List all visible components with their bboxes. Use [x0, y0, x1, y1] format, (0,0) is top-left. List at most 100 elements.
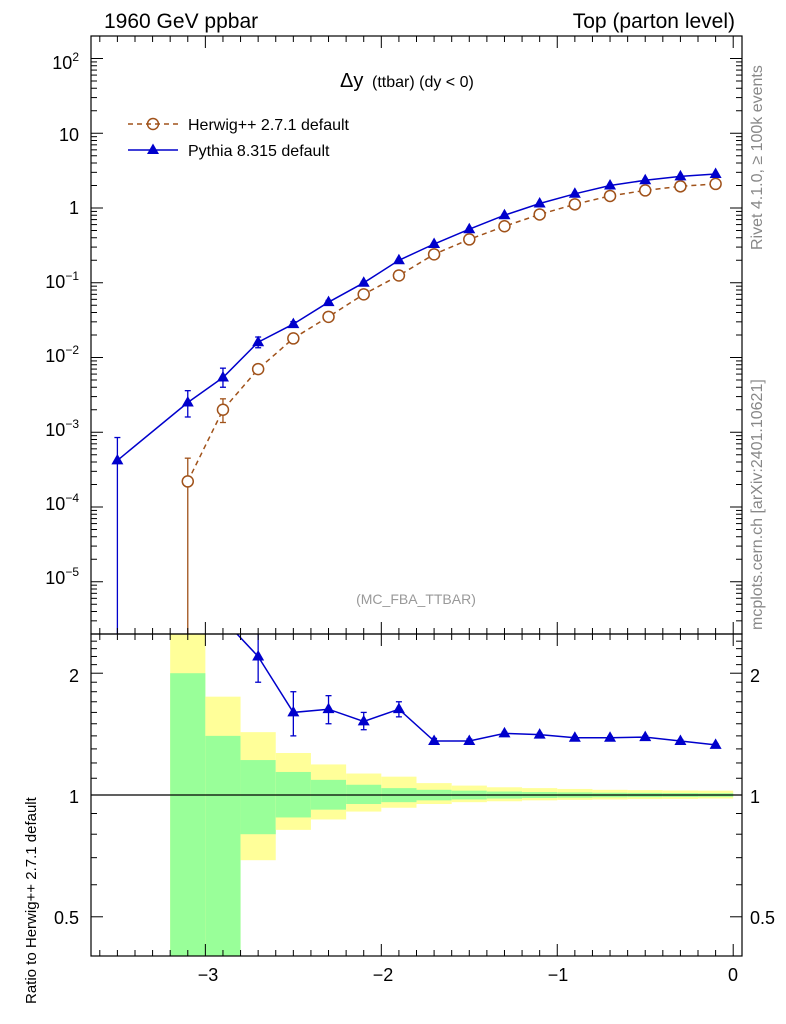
y-tick-base: 10 [45, 346, 65, 366]
ratio-pythia-point [463, 734, 476, 745]
ratio-pythia-point [498, 726, 511, 738]
pythia-point [604, 179, 617, 190]
plot-title-sub: (ttbar) (dy < 0) [372, 74, 474, 91]
y-tick-base: 10 [45, 568, 65, 588]
y-tick-exp: −2 [65, 343, 79, 357]
herwig-point [216, 403, 230, 416]
ratio-pythia-point [568, 731, 581, 742]
y-tick-base: 10 [45, 420, 65, 440]
herwig-point [638, 184, 652, 197]
pythia-point [568, 187, 581, 198]
legend-pythia-label: Pythia 8.315 default [188, 143, 330, 160]
y-tick-label-1e2: 102 [52, 50, 79, 73]
herwig-point [251, 362, 265, 376]
ratio-y-tick-1-right: 1 [750, 787, 760, 807]
y-tick-base: 10 [45, 494, 65, 514]
herwig-point [392, 269, 406, 282]
herwig-point [498, 220, 511, 233]
ratio-y-tick-0.5-right: 0.5 [750, 908, 775, 928]
main-panel-data [111, 167, 722, 634]
ratio-y-tick-2: 2 [69, 666, 79, 686]
pythia-point [392, 253, 405, 265]
herwig-point [181, 475, 195, 488]
y-tick-label-1e-5: 10−5 [45, 565, 79, 588]
y-tick-label-1: 1 [69, 198, 79, 218]
herwig-point [357, 288, 370, 301]
ratio-pythia-point [322, 702, 335, 714]
pythia-point [463, 222, 476, 234]
ratio-y-tick-2-right: 2 [750, 666, 760, 686]
ratio-pythia-point [392, 702, 405, 714]
ratio-pythia-point [533, 728, 546, 739]
y-tick-label-1e-2: 10−2 [45, 343, 79, 366]
pythia-point [252, 335, 265, 347]
herwig-point [533, 208, 546, 221]
ratio-uncertainty-bands [91, 634, 742, 956]
analysis-watermark: (MC_FBA_TTBAR) [356, 591, 476, 607]
herwig-point [287, 332, 300, 345]
ratio-pythia-point [252, 649, 265, 661]
pythia-point [674, 169, 687, 181]
pythia-point [216, 371, 229, 382]
process-label: Top (parton level) [573, 10, 735, 33]
legend: Herwig++ 2.7.1 default Pythia 8.315 defa… [128, 117, 350, 160]
x-tick-label-0: 0 [728, 965, 738, 985]
herwig-point [322, 310, 335, 324]
herwig-point [674, 180, 687, 193]
herwig-point [568, 198, 582, 211]
x-tick-label-m3: −3 [198, 965, 219, 985]
ratio-panel-data [236, 634, 722, 749]
pythia-point [709, 167, 722, 179]
y-tick-exp: −4 [65, 491, 79, 505]
ratio-pythia-line [257, 656, 716, 746]
pythia-point [322, 295, 335, 307]
y-tick-exp: 2 [72, 50, 79, 64]
herwig-point [463, 233, 476, 246]
pythia-point [357, 276, 370, 287]
ratio-y-tick-0.5: 0.5 [54, 908, 79, 928]
herwig-point [709, 177, 722, 191]
ratio-band-green [205, 735, 241, 956]
legend-pythia-marker [147, 143, 159, 154]
rivet-label: Rivet 4.1.0, ≥ 100k events [749, 65, 766, 250]
pythia-point [498, 208, 511, 220]
y-tick-exp: −1 [65, 269, 79, 283]
ratio-band-green [346, 784, 382, 805]
herwig-point [603, 189, 617, 203]
y-tick-label-1e-3: 10−3 [45, 417, 79, 440]
y-tick-base: 10 [52, 53, 72, 73]
ratio-pythia-point [428, 734, 441, 745]
pythia-point [181, 396, 194, 407]
ratio-frame [90, 633, 743, 957]
ratio-ylabel: Ratio to Herwig++ 2.7.1 default [23, 796, 40, 1004]
legend-herwig-marker [146, 117, 160, 131]
legend-herwig-label: Herwig++ 2.7.1 default [188, 117, 350, 134]
x-tick-label-m1: −1 [548, 965, 569, 985]
y-tick-label-10: 10 [59, 125, 79, 145]
ratio-pythia-point [709, 738, 722, 749]
ratio-band-green [170, 673, 206, 956]
herwig-point [427, 248, 441, 261]
ratio-y-tick-1: 1 [69, 787, 79, 807]
mcplots-label: mcplots.cern.ch [arXiv:2401.10621] [749, 379, 766, 630]
pythia-point [111, 453, 124, 465]
herwig-line [187, 183, 716, 482]
pythia-line [116, 173, 716, 461]
ratio-pythia-point [674, 734, 687, 745]
pythia-point [533, 196, 546, 208]
ratio-pythia-point [604, 731, 617, 742]
y-tick-exp: −5 [65, 565, 79, 579]
y-tick-exp: −3 [65, 417, 79, 431]
plot-title-symbol: Δy [340, 70, 363, 92]
y-tick-base: 10 [45, 272, 65, 292]
pythia-point [428, 237, 441, 248]
energy-label: 1960 GeV ppbar [104, 10, 258, 33]
pythia-point [639, 173, 652, 185]
ratio-band-green [240, 760, 276, 835]
y-tick-label-1e-1: 10−1 [45, 269, 79, 292]
ratio-pythia-point [357, 714, 370, 726]
ratio-pythia-point [287, 705, 300, 717]
y-tick-label-1e-4: 10−4 [45, 491, 79, 514]
x-tick-label-m2: −2 [373, 965, 394, 985]
